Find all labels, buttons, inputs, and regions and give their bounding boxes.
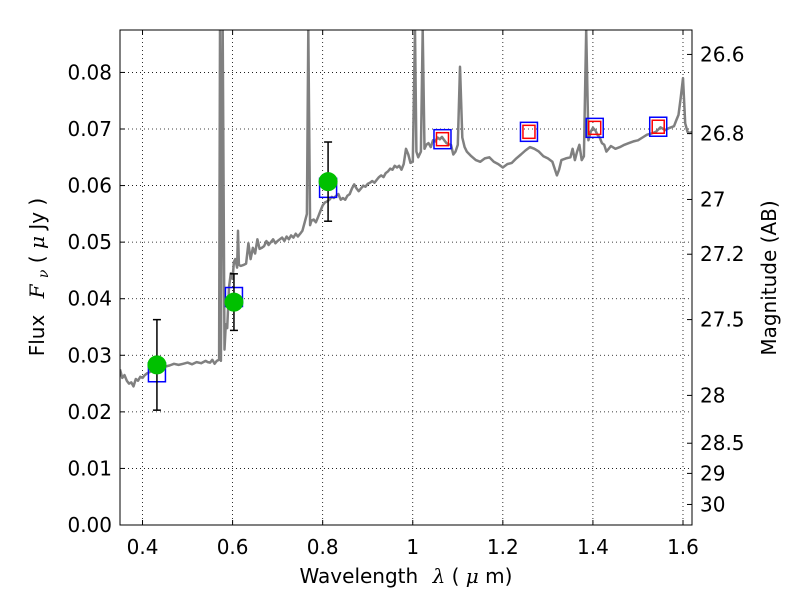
x-axis-title-symbol: λ: [432, 564, 446, 588]
x-tick-label: 1.6: [667, 535, 699, 559]
x-axis-title-unit-mu: μ: [466, 564, 479, 588]
y-axis-title-prefix: Flux: [25, 315, 49, 357]
y2-tick-label: 30: [700, 492, 725, 516]
x-axis-title-unit-close: m): [485, 564, 512, 588]
x-tick-label: 1.2: [487, 535, 519, 559]
y2-tick-label: 28.5: [700, 431, 745, 455]
y-axis-title-symbol: F: [25, 283, 49, 299]
y2-tick-label: 26.8: [700, 122, 745, 146]
x-axis-title: Wavelength λ ( μ m): [300, 564, 513, 588]
y-axis-title-sub: ν: [36, 269, 52, 278]
synthetic-blue-marker: [519, 121, 539, 143]
synthetic-blue-marker: [648, 116, 668, 137]
y2-tick-label: 27.5: [700, 308, 745, 332]
y-axis-title-unit-mu: μ: [25, 236, 49, 249]
y-axis-title: Flux F ν ( μ Jy ): [25, 198, 53, 357]
y-tick-label: 0.03: [67, 343, 112, 367]
synthetic-blue-marker: [585, 117, 604, 139]
y2-axis-title: Magnitude (AB): [757, 200, 781, 355]
measurement-point: [224, 292, 244, 312]
ticks: 0.4 0.6 0.8 1 1.2 1.4 1.6 0.00 0.01 0.02 0.03 0.04 0…: [67, 30, 745, 559]
measurement-point: [318, 172, 338, 192]
y-tick-label: 0.00: [67, 513, 112, 537]
y-tick-label: 0.08: [67, 60, 112, 84]
y2-tick-label: 28: [700, 383, 725, 407]
x-tick-label: 0.6: [217, 535, 249, 559]
y-tick-label: 0.04: [67, 287, 112, 311]
y2-tick-label: 29: [700, 461, 725, 485]
y-tick-label: 0.05: [67, 230, 112, 254]
y-tick-label: 0.07: [67, 117, 112, 141]
y-tick-label: 0.06: [67, 174, 112, 198]
x-tick-label: 0.4: [127, 535, 159, 559]
synthetic-blue-marker: [433, 128, 452, 150]
y2-tick-label: 27.2: [700, 242, 745, 266]
x-tick-label: 1: [406, 535, 419, 559]
synthetic-red-marker: [651, 119, 665, 134]
y2-tick-label: 27: [700, 187, 725, 211]
y-axis-title-unit-close: Jy ): [25, 198, 49, 232]
y2-tick-label: 26.6: [700, 42, 745, 66]
y-axis-title-unit-open: (: [25, 249, 49, 263]
measurement-point: [147, 355, 167, 375]
synthetic-red-marker: [522, 124, 536, 140]
y-tick-label: 0.02: [67, 400, 112, 424]
synthetic-red-marker: [587, 120, 602, 136]
x-axis-title-prefix: Wavelength: [300, 564, 419, 588]
plot-background: [120, 30, 692, 525]
synthetic-red-marker: [435, 131, 450, 147]
plot-frame: [119, 29, 693, 526]
x-tick-label: 0.8: [307, 535, 339, 559]
spectrum-line: [120, 30, 692, 388]
series: [120, 30, 692, 411]
y-tick-label: 0.01: [67, 456, 112, 480]
x-axis-title-unit-open: (: [452, 564, 460, 588]
x-tick-label: 1.4: [577, 535, 609, 559]
